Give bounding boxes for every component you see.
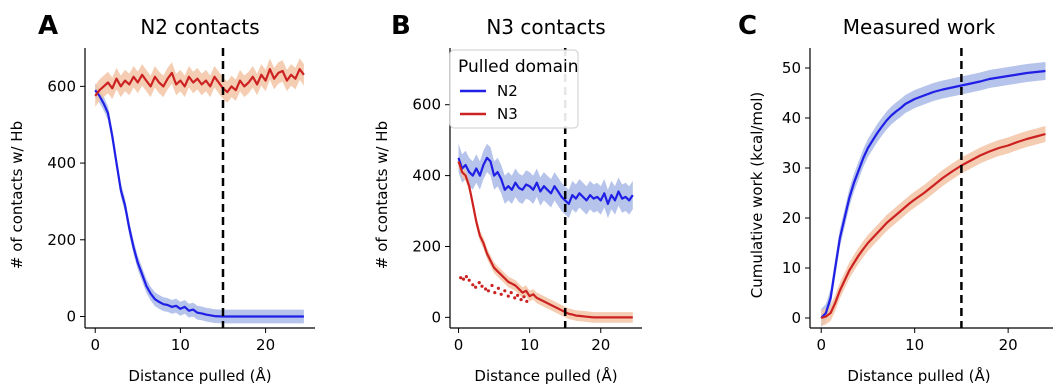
y-tick-label: 40 [782, 109, 801, 127]
panel-b-xlabel: Distance pulled (Å) [474, 366, 617, 385]
dot-point [464, 275, 468, 279]
x-tick-label: 20 [591, 336, 610, 354]
dot-point [471, 283, 475, 287]
panel-label-a: A [38, 11, 58, 41]
panel-c-xlabel: Distance pulled (Å) [847, 366, 990, 385]
x-tick-label: 0 [454, 336, 464, 354]
panel-b-title: N3 contacts [486, 15, 605, 39]
y-tick-label: 0 [791, 309, 801, 327]
x-tick-label: 10 [905, 336, 924, 354]
band-n2 [458, 143, 633, 219]
dot-point [467, 278, 471, 282]
y-tick-label: 200 [412, 237, 441, 255]
band-n2 [95, 83, 304, 324]
dot-point [516, 293, 520, 297]
dot-point [461, 277, 466, 281]
dot-point [506, 294, 510, 298]
y-tick-label: 400 [47, 154, 76, 172]
series-line-n2 [94, 89, 304, 318]
dot-point [486, 289, 490, 293]
dot-point [493, 291, 497, 295]
x-tick-label: 10 [171, 336, 190, 354]
dot-point [477, 281, 481, 285]
x-tick-label: 0 [90, 336, 100, 354]
dot-point [484, 287, 488, 291]
band-n3 [821, 126, 1046, 326]
dot-point [525, 299, 529, 303]
dot-point [522, 295, 526, 299]
y-tick-label: 200 [47, 231, 76, 249]
x-tick-label: 20 [999, 336, 1018, 354]
dot-point [496, 286, 500, 290]
series-line-n3 [820, 132, 1046, 320]
series-line-n2 [820, 69, 1046, 319]
legend-box [449, 49, 579, 129]
series-line-n3 [94, 68, 305, 97]
dot-point [513, 296, 517, 300]
panel-a-title: N2 contacts [140, 15, 259, 39]
y-tick-label: 0 [431, 308, 441, 326]
dot-point [474, 285, 478, 289]
dot-point [499, 292, 503, 296]
dot-point [459, 276, 463, 280]
dot-point [509, 291, 513, 295]
dot-point [503, 289, 507, 293]
series-line-n2 [457, 156, 634, 205]
x-tick-label: 20 [256, 336, 275, 354]
panel-a-xlabel: Distance pulled (Å) [128, 366, 271, 385]
y-tick-label: 10 [782, 259, 801, 277]
dot-point [480, 284, 484, 288]
legend: Pulled domain N2 N3 [449, 49, 579, 129]
y-tick-label: 50 [782, 59, 801, 77]
dot-point [490, 283, 494, 288]
y-tick-label: 600 [412, 96, 441, 114]
y-tick-label: 400 [412, 167, 441, 185]
panel-b-ylabel: # of contacts w/ Hb [373, 121, 391, 269]
band-n3 [458, 156, 633, 323]
y-tick-label: 20 [782, 209, 801, 227]
series-line-n3 [457, 161, 633, 319]
x-tick-label: 0 [816, 336, 826, 354]
legend-label-n3: N3 [497, 105, 518, 123]
legend-label-n2: N2 [497, 82, 518, 100]
panel-c-ylabel: Cumulative work (kcal/mol) [748, 92, 766, 298]
y-tick-label: 30 [782, 159, 801, 177]
x-tick-label: 10 [520, 336, 539, 354]
panel-c-title: Measured work [843, 15, 996, 39]
panel-c-plot: 0 10 20 0 10 20 30 40 50 [782, 48, 1053, 354]
panel-a-ylabel: # of contacts w/ Hb [8, 121, 26, 269]
y-tick-label: 600 [47, 77, 76, 95]
y-tick-label: 0 [66, 307, 76, 325]
legend-title: Pulled domain [458, 57, 579, 77]
dot-point [519, 298, 523, 302]
panel-label-b: B [391, 11, 411, 41]
panel-label-c: C [738, 11, 757, 41]
band-n2 [821, 62, 1046, 327]
